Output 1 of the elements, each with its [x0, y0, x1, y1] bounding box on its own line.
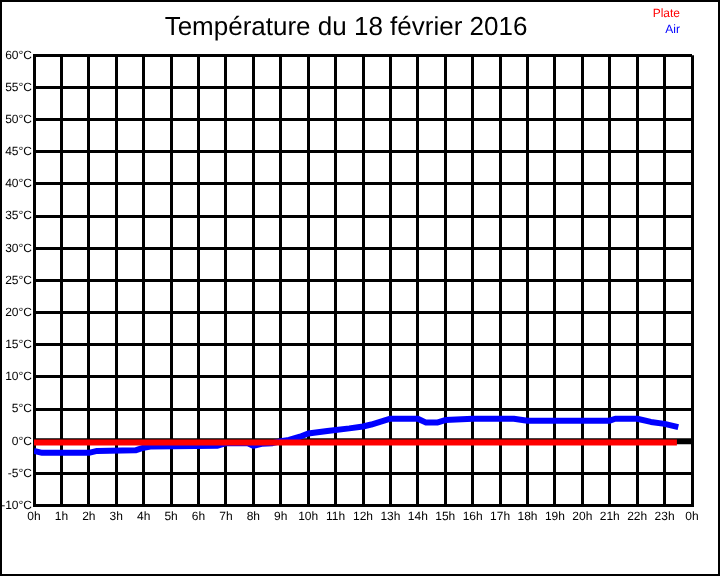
- chart-title: Température du 18 février 2016: [164, 10, 528, 41]
